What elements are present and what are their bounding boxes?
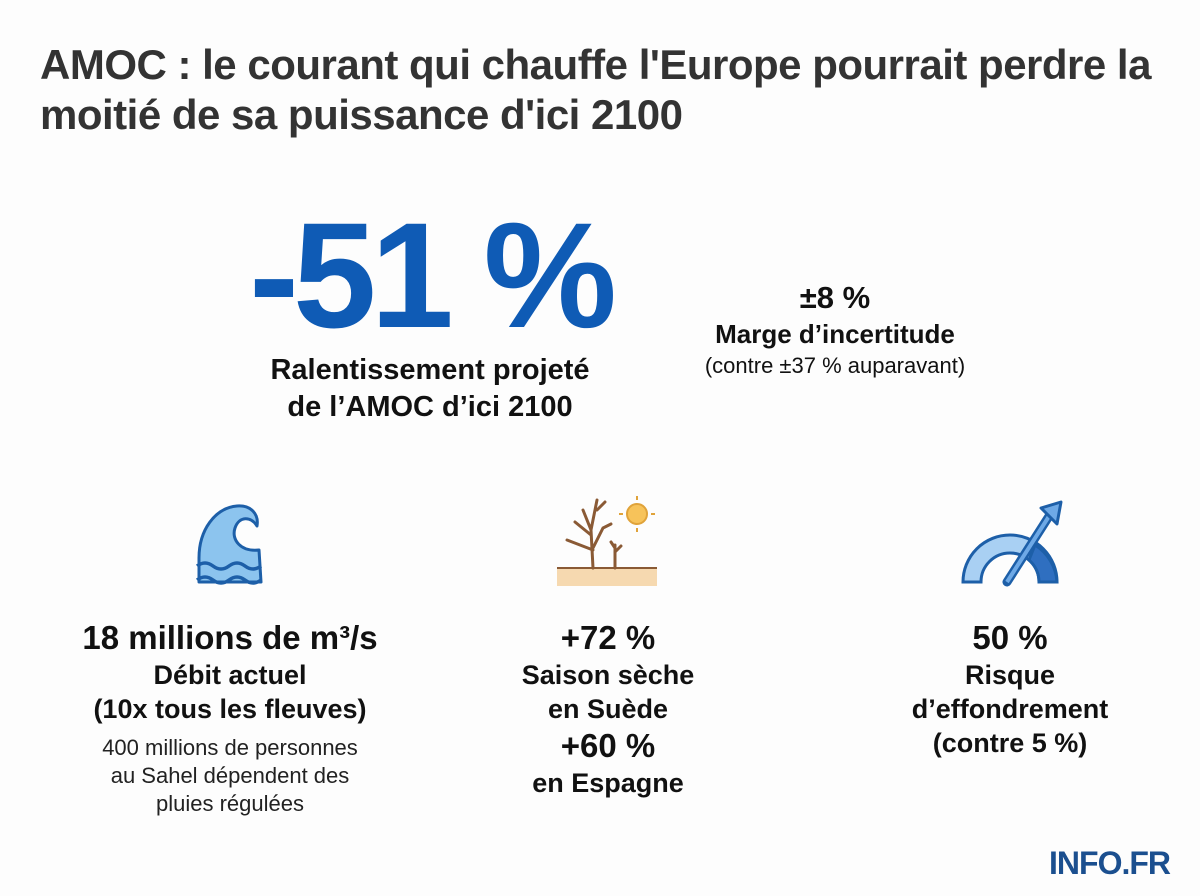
stat-label: d’effondrement [911,694,1109,724]
stat-note: pluies régulées [156,791,304,816]
stat-value: 18 millions de m³/s [82,619,378,656]
uncertainty-value: ±8 % [799,280,871,315]
page-title: AMOC : le courant qui chauffe l'Europe p… [40,41,1151,138]
uncertainty-note: (contre ±37 % auparavant) [704,353,966,378]
stat-value: 50 % [972,619,1048,656]
stat-label: (contre 5 %) [932,728,1088,758]
uncertainty-block: ±8 % Marge d’incertitude (contre ±37 % a… [640,278,1030,382]
stat-label: (10x tous les fleuves) [93,694,367,724]
stat-label: Risque [964,660,1056,690]
stat-flow: 18 millions de m³/s Débit actuel (10x to… [30,495,430,818]
gauge-arrow-icon [860,495,1160,590]
headline-caption-line: de l’AMOC d’ici 2100 [287,391,573,423]
stat-label: en Suède [547,694,669,724]
stat-collapse-risk: 50 % Risque d’effondrement (contre 5 %) [860,495,1160,760]
stat-label: en Espagne [532,768,684,798]
stat-label: Saison sèche [521,660,695,690]
stat-note: au Sahel dépendent des [110,763,350,788]
headline-value: -51 % [249,191,617,359]
headline-caption-line: Ralentissement projeté [270,354,590,386]
uncertainty-label: Marge d’incertitude [715,319,955,349]
stat-note: 400 millions de personnes [102,735,358,760]
stat-value-2: +60 % [560,727,656,764]
stat-label: Débit actuel [153,660,307,690]
stat-drought: +72 % Saison sèche en Suède +60 % en Esp… [458,495,758,800]
stat-value: +72 % [560,619,656,656]
wave-icon [30,495,430,590]
brand-logo: INFO.FR [1049,845,1171,881]
dry-tree-sun-icon [458,495,758,590]
headline-caption: Ralentissement projeté de l’AMOC d’ici 2… [180,352,680,426]
